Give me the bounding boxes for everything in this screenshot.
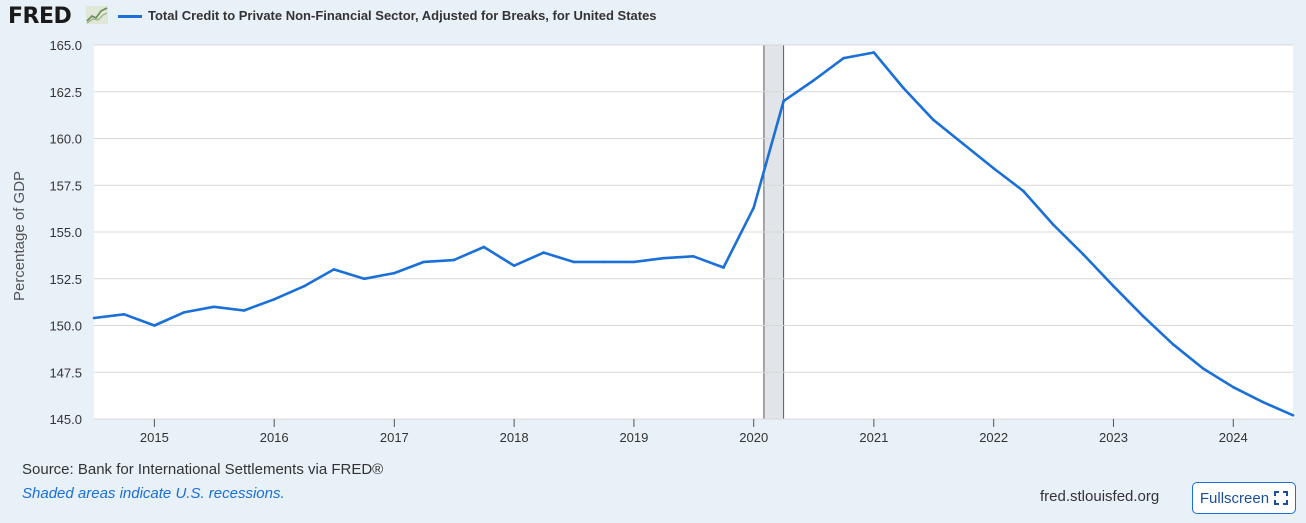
data-point: [1051, 223, 1055, 226]
fred-graph-icon: [86, 6, 108, 24]
data-point: [602, 260, 606, 264]
data-point: [302, 284, 306, 288]
data-point: [662, 256, 665, 260]
data-point: [422, 260, 426, 264]
data-point: [542, 251, 545, 254]
data-point: [512, 264, 516, 267]
y-tick-label: 160.0: [49, 132, 82, 147]
legend-swatch: [118, 15, 142, 18]
y-axis-title: Percentage of GDP: [11, 171, 28, 301]
data-point: [452, 258, 456, 262]
y-tick-label: 155.0: [49, 225, 82, 240]
y-tick-label: 150.0: [49, 319, 82, 334]
data-point: [242, 309, 246, 312]
x-tick-label: 2019: [619, 430, 648, 445]
data-point: [1231, 385, 1235, 389]
data-point: [122, 312, 126, 316]
data-point: [812, 79, 815, 82]
data-point: [153, 324, 156, 327]
y-tick-label: 147.5: [49, 365, 82, 380]
x-tick-label: 2016: [260, 430, 289, 445]
data-point: [92, 316, 96, 320]
data-point: [931, 118, 935, 122]
data-point: [1201, 367, 1205, 370]
data-point: [782, 99, 785, 103]
data-point: [572, 260, 575, 264]
data-point: [752, 206, 756, 209]
x-tick-label: 2021: [859, 430, 888, 445]
data-point: [1261, 400, 1265, 404]
fullscreen-button-label: Fullscreen: [1199, 489, 1270, 507]
site-url: fred.stlouisfed.org: [1040, 488, 1160, 505]
data-point: [632, 260, 636, 264]
data-point: [992, 167, 995, 170]
y-tick-label: 152.5: [49, 272, 82, 287]
chart-header: FRED Total Credit to Private Non-Financi…: [0, 0, 1306, 34]
y-tick-label: 162.5: [49, 85, 82, 100]
y-tick-label: 157.5: [49, 178, 82, 193]
x-tick-label: 2020: [739, 430, 768, 445]
y-tick-label: 145.0: [49, 412, 82, 427]
x-tick-label: 2015: [140, 430, 169, 445]
legend-label: Total Credit to Private Non-Financial Se…: [148, 8, 657, 23]
data-point: [1291, 413, 1295, 417]
data-point: [1021, 189, 1025, 193]
data-point: [393, 271, 396, 275]
data-point: [332, 268, 336, 271]
data-point: [1141, 314, 1145, 318]
data-point: [272, 298, 276, 301]
fullscreen-button[interactable]: Fullscreen: [1192, 482, 1296, 514]
data-point: [362, 277, 366, 281]
recession-note: Shaded areas indicate U.S. recessions.: [22, 485, 285, 502]
fullscreen-icon: [1274, 491, 1289, 505]
x-tick-label: 2022: [979, 430, 1008, 445]
x-tick-label: 2018: [500, 430, 529, 445]
data-point: [182, 311, 186, 314]
data-point: [962, 142, 965, 146]
data-point: [1171, 342, 1175, 346]
fred-logo: FRED: [8, 4, 72, 29]
data-point: [842, 56, 845, 60]
x-tick-label: 2017: [380, 430, 409, 445]
y-tick-label: 165.0: [49, 38, 82, 53]
data-point: [1112, 284, 1115, 288]
data-point: [212, 305, 216, 309]
line-chart: 145.0 147.5 150.0 152.5 155.0 157.5 160.0 162.5…: [11, 38, 1295, 445]
data-point: [722, 266, 725, 269]
data-point: [902, 86, 905, 90]
source-text: Source: Bank for International Settlemen…: [22, 461, 384, 478]
data-point: [692, 255, 695, 258]
x-tick-label: 2023: [1099, 430, 1128, 445]
data-point: [1081, 253, 1085, 256]
x-tick-label: 2024: [1219, 430, 1248, 445]
data-point: [482, 245, 486, 249]
data-point: [872, 51, 876, 54]
